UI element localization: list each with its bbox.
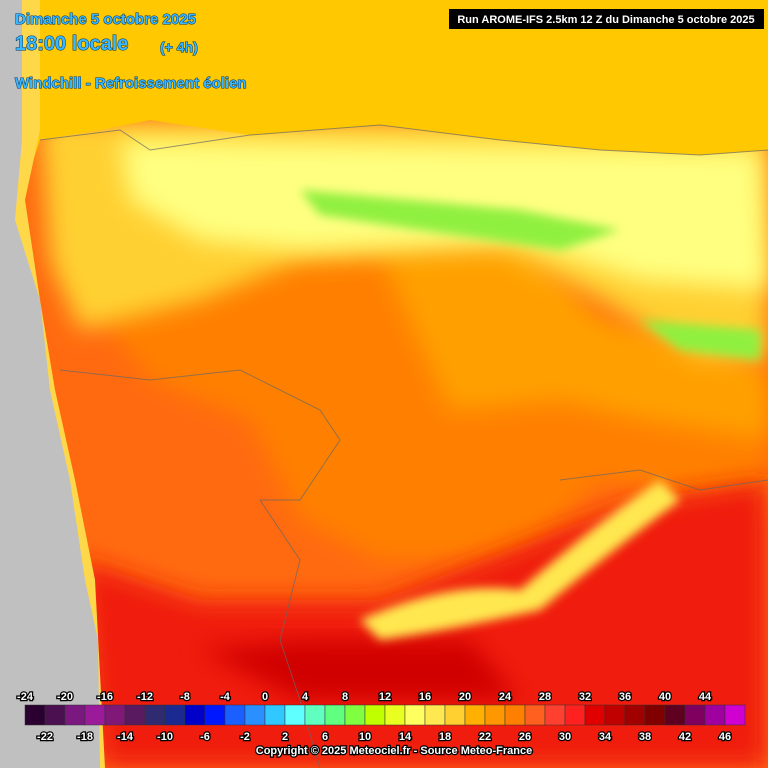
legend-swatch: [424, 704, 446, 726]
legend-tick-label: -24: [17, 691, 34, 703]
legend-tick-label: 0: [262, 691, 268, 703]
legend-tick-label: 44: [699, 691, 712, 703]
legend-tick-label: 46: [719, 731, 731, 743]
legend-tick-label: 14: [399, 731, 412, 743]
parameter: Windchill - Refroissement éolien: [15, 75, 247, 92]
legend: -24-22-20-18-16-14-12-10-8-6-4-202468101…: [16, 690, 746, 744]
borders: [39, 124, 768, 768]
legend-tick-label: -22: [37, 731, 53, 743]
legend-swatch: [364, 704, 386, 726]
legend-tick-label: 28: [539, 691, 551, 703]
legend-tick-label: 32: [579, 691, 591, 703]
legend-tick-label: 38: [639, 731, 651, 743]
legend-swatch: [64, 704, 86, 726]
legend-tick-label: -8: [180, 691, 190, 703]
offset: (+ 4h): [160, 39, 198, 55]
legend-tick-label: -18: [77, 731, 93, 743]
legend-swatch: [84, 704, 106, 726]
legend-tick-label: 2: [282, 731, 288, 743]
legend-tick-label: 42: [679, 731, 691, 743]
legend-swatch: [284, 704, 306, 726]
legend-tick-label: 34: [599, 731, 612, 743]
legend-tick-label: 8: [342, 691, 348, 703]
legend-tick-label: 4: [302, 691, 309, 703]
legend-tick-label: 22: [479, 731, 491, 743]
legend-swatch: [24, 704, 46, 726]
legend-swatch: [164, 704, 186, 726]
legend-swatch: [484, 704, 506, 726]
legend-swatch: [104, 704, 126, 726]
legend-tick-label: 36: [619, 691, 631, 703]
legend-swatch: [564, 704, 586, 726]
legend-swatch: [264, 704, 286, 726]
copyright: Copyright © 2025 Meteociel.fr - Source M…: [256, 745, 532, 757]
legend-swatch: [604, 704, 626, 726]
legend-swatch: [464, 704, 486, 726]
legend-tick-label: 12: [379, 691, 391, 703]
legend-tick-label: 40: [659, 691, 671, 703]
legend-tick-label: 6: [322, 731, 328, 743]
legend-tick-label: -6: [200, 731, 210, 743]
legend-swatch: [324, 704, 346, 726]
run-info: Run AROME-IFS 2.5km 12 Z du Dimanche 5 o…: [457, 14, 754, 26]
time: 18:00 locale: [15, 33, 128, 55]
legend-swatch: [344, 704, 366, 726]
legend-tick-label: -12: [137, 691, 153, 703]
legend-swatch: [624, 704, 646, 726]
legend-tick-label: -20: [57, 691, 73, 703]
legend-swatch: [244, 704, 266, 726]
legend-swatch: [44, 704, 66, 726]
legend-tick-label: -16: [97, 691, 113, 703]
legend-swatch: [124, 704, 146, 726]
legend-tick-label: 30: [559, 731, 571, 743]
legend-swatch: [724, 704, 746, 726]
legend-swatch: [544, 704, 566, 726]
run-box: [449, 9, 764, 29]
legend-swatch: [404, 704, 426, 726]
legend-tick-label: 16: [419, 691, 431, 703]
legend-tick-label: -2: [240, 731, 250, 743]
legend-swatch: [204, 704, 226, 726]
legend-tick-label: -4: [220, 691, 231, 703]
legend-swatch: [184, 704, 206, 726]
legend-swatch: [504, 704, 526, 726]
legend-tick-label: -10: [157, 731, 173, 743]
legend-tick-label: 26: [519, 731, 531, 743]
legend-swatch: [524, 704, 546, 726]
legend-tick-label: 20: [459, 691, 471, 703]
legend-swatch: [684, 704, 706, 726]
legend-swatch: [704, 704, 726, 726]
legend-tick-label: 24: [499, 691, 512, 703]
legend-swatch: [384, 704, 406, 726]
legend-swatch: [304, 704, 326, 726]
legend-swatch: [664, 704, 686, 726]
legend-tick-label: 18: [439, 731, 451, 743]
legend-swatch: [224, 704, 246, 726]
legend-swatch: [644, 704, 666, 726]
legend-tick-label: -14: [117, 731, 134, 743]
legend-swatch: [584, 704, 606, 726]
date: Dimanche 5 octobre 2025: [15, 11, 196, 28]
legend-tick-label: 10: [359, 731, 371, 743]
legend-swatch: [144, 704, 166, 726]
legend-swatch: [444, 704, 466, 726]
